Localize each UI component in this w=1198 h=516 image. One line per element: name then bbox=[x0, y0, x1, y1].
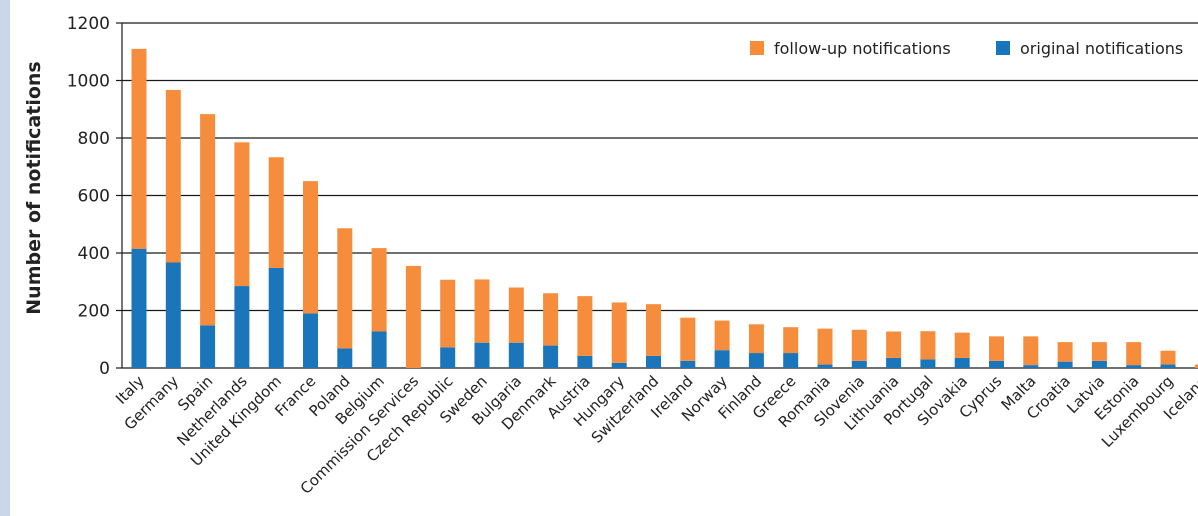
bar-follow-up-iceland bbox=[1194, 364, 1198, 368]
bar-original-slovenia bbox=[851, 360, 867, 368]
bar-follow-up-finland bbox=[748, 324, 764, 354]
bar-original-estonia bbox=[1126, 365, 1142, 368]
bar-original-poland bbox=[337, 348, 353, 368]
bar-original-latvia bbox=[1091, 360, 1107, 368]
bar-original-sweden bbox=[474, 342, 490, 368]
bar-original-romania bbox=[817, 364, 833, 368]
bar-follow-up-luxembourg bbox=[1160, 350, 1176, 365]
bar-follow-up-poland bbox=[337, 228, 353, 349]
bar-follow-up-slovenia bbox=[851, 329, 867, 361]
legend-label: follow-up notifications bbox=[774, 39, 951, 58]
bar-follow-up-romania bbox=[817, 328, 833, 365]
y-tick-label: 1000 bbox=[67, 72, 110, 92]
bar-follow-up-spain bbox=[200, 114, 216, 326]
bar-original-bulgaria bbox=[508, 342, 524, 368]
bar-follow-up-austria bbox=[577, 296, 593, 356]
bar-follow-up-latvia bbox=[1091, 342, 1107, 361]
bar-follow-up-italy bbox=[131, 48, 147, 249]
y-tick-label: 0 bbox=[99, 359, 110, 379]
bar-follow-up-denmark bbox=[543, 293, 559, 346]
bar-original-norway bbox=[714, 350, 730, 368]
bar-follow-up-malta bbox=[1023, 336, 1039, 366]
bar-original-austria bbox=[577, 355, 593, 368]
legend-swatch bbox=[750, 41, 764, 55]
y-tick-label: 1200 bbox=[67, 14, 110, 34]
bar-original-spain bbox=[200, 325, 216, 368]
bar-original-slovakia bbox=[954, 357, 970, 368]
bar-follow-up-bulgaria bbox=[508, 287, 524, 343]
bar-follow-up-ireland bbox=[680, 317, 696, 361]
bar-follow-up-slovakia bbox=[954, 332, 970, 358]
bar-follow-up-croatia bbox=[1057, 342, 1073, 362]
bar-original-luxembourg bbox=[1160, 364, 1176, 368]
bar-follow-up-estonia bbox=[1126, 342, 1142, 366]
bar-follow-up-lithuania bbox=[886, 331, 902, 358]
y-tick-label: 800 bbox=[78, 129, 110, 149]
bar-original-greece bbox=[783, 353, 799, 368]
y-axis-title: Number of notifications bbox=[23, 61, 45, 314]
bar-follow-up-czech-republic bbox=[440, 279, 456, 348]
bar-original-malta bbox=[1023, 365, 1039, 368]
bar-original-finland bbox=[748, 353, 764, 368]
y-tick-label: 200 bbox=[78, 302, 110, 322]
bar-original-belgium bbox=[371, 331, 387, 368]
bar-original-france bbox=[303, 313, 318, 368]
bar-follow-up-hungary bbox=[611, 302, 627, 363]
bar-original-united-kingdom bbox=[268, 267, 284, 368]
bar-original-czech-republic bbox=[440, 347, 456, 368]
bar-original-netherlands bbox=[234, 286, 250, 368]
y-tick-label: 400 bbox=[78, 244, 110, 264]
bar-follow-up-france bbox=[303, 181, 318, 314]
bar-original-lithuania bbox=[886, 357, 902, 368]
bar-original-ireland bbox=[680, 360, 696, 368]
bar-original-croatia bbox=[1057, 361, 1073, 368]
bar-original-switzerland bbox=[646, 355, 661, 368]
bar-original-denmark bbox=[543, 345, 559, 368]
y-tick-label: 600 bbox=[78, 187, 110, 207]
bar-follow-up-united-kingdom bbox=[268, 157, 284, 268]
bar-follow-up-germany bbox=[165, 89, 181, 263]
bar-follow-up-greece bbox=[783, 327, 799, 354]
bar-original-portugal bbox=[920, 359, 936, 368]
bar-original-germany bbox=[165, 262, 181, 368]
legend-label: original notifications bbox=[1020, 39, 1183, 58]
legend: follow-up notifications original notifica… bbox=[750, 39, 1183, 58]
left-border-strip bbox=[0, 0, 10, 516]
bar-follow-up-sweden bbox=[474, 279, 490, 343]
bars bbox=[131, 48, 1198, 368]
bar-original-cyprus bbox=[989, 360, 1004, 368]
legend-swatch bbox=[996, 41, 1010, 55]
bar-original-italy bbox=[131, 248, 147, 368]
bar-original-hungary bbox=[611, 362, 627, 368]
gridlines bbox=[122, 22, 1198, 369]
y-axis: 0 200 400 600 800 1000 1200 bbox=[67, 14, 123, 379]
bar-follow-up-portugal bbox=[920, 331, 936, 360]
bar-follow-up-belgium bbox=[371, 248, 387, 332]
bar-follow-up-commission-services bbox=[405, 265, 421, 368]
bar-follow-up-netherlands bbox=[234, 142, 250, 287]
bar-follow-up-cyprus bbox=[989, 336, 1004, 361]
bar-follow-up-switzerland bbox=[646, 304, 661, 356]
bar-follow-up-norway bbox=[714, 320, 730, 351]
